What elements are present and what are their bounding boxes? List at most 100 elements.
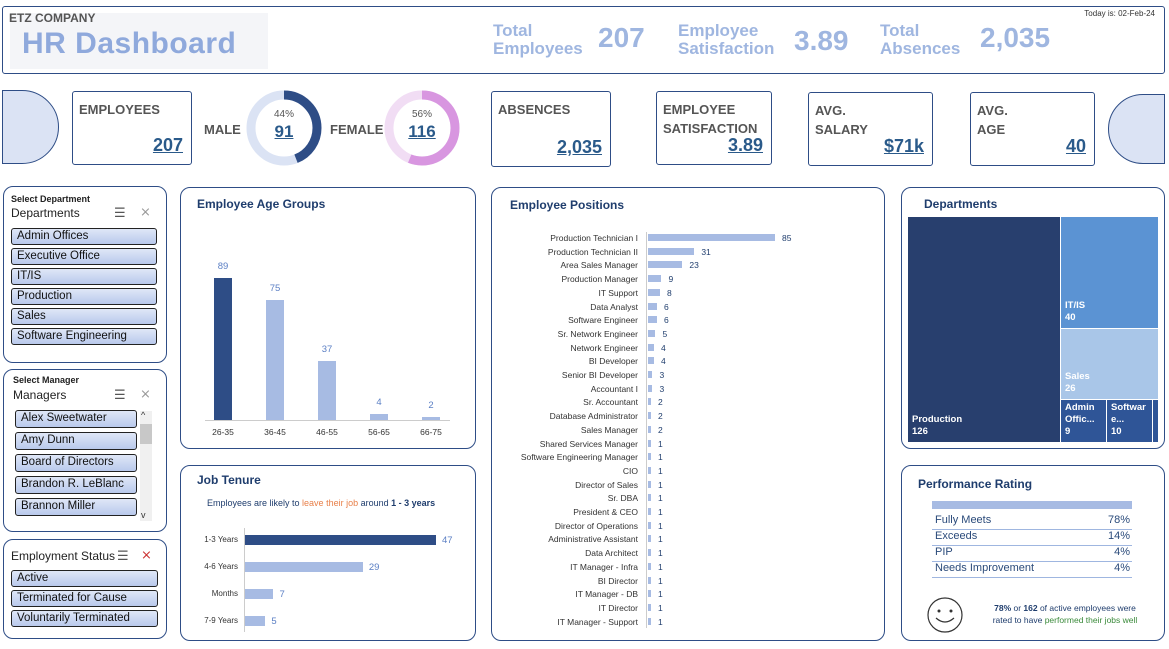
tenure-bar-value: 5	[271, 616, 277, 627]
absences-card-label: ABSENCES	[498, 102, 571, 117]
treemap-cell-label: Production 126	[912, 414, 962, 438]
positions-title: Employee Positions	[510, 198, 625, 212]
treemap-cell-name: Softwar e...	[1111, 402, 1146, 425]
manager-scrollbar-thumb[interactable]	[140, 424, 152, 444]
status-slicer-subtitle: Employment Status	[11, 549, 116, 563]
position-label: Administrative Assistant	[548, 534, 638, 545]
status-multi-select-icon[interactable]: ☰	[117, 548, 129, 563]
treemap-cell[interactable]	[1153, 400, 1158, 442]
satisfaction-card-label: EMPLOYEE SATISFACTION	[663, 102, 758, 136]
position-label: Production Technician I	[550, 233, 638, 243]
multi-select-icon[interactable]: ☰	[114, 205, 126, 220]
manager-option[interactable]: Alex Sweetwater	[15, 410, 137, 428]
age-card-value[interactable]: 40	[1065, 136, 1086, 156]
performance-label: Needs Improvement	[935, 562, 1035, 574]
position-bar	[648, 357, 654, 365]
manager-option[interactable]: Brandon R. LeBlanc	[15, 476, 137, 494]
performance-label: Exceeds	[935, 530, 978, 542]
position-bar	[648, 453, 651, 461]
status-clear-filter-icon[interactable]: ⨯	[141, 547, 152, 562]
treemap-cell-label: Softwar e... 10	[1111, 402, 1152, 438]
position-value: 4	[660, 356, 666, 367]
treemap-cell-value: 126	[912, 426, 928, 437]
department-option[interactable]: IT/IS	[11, 268, 157, 285]
manager-option[interactable]: Amy Dunn	[15, 432, 137, 450]
manager-clear-filter-icon[interactable]: ⨯	[140, 386, 151, 401]
departments-title: Departments	[924, 197, 998, 211]
absences-card-value[interactable]: 2,035	[556, 137, 602, 157]
female-count[interactable]: 116	[408, 122, 436, 141]
female-donut-arc	[384, 90, 460, 166]
treemap-cell[interactable]: Admin Offic... 9	[1061, 400, 1106, 442]
manager-option[interactable]: Brannon Miller	[15, 498, 137, 516]
position-label: IT Support	[598, 287, 638, 298]
clear-filter-icon[interactable]: ⨯	[140, 204, 151, 219]
position-bar	[648, 439, 651, 447]
salary-card: AVG. SALARY $71k	[808, 92, 933, 166]
position-value: 3	[659, 383, 665, 394]
position-label: CIO	[622, 465, 638, 476]
department-option[interactable]: Sales	[11, 308, 157, 325]
manager-option[interactable]: Board of Directors	[15, 454, 137, 472]
age-bar-value: 75	[269, 283, 281, 294]
scroll-up-icon[interactable]: ^	[141, 410, 146, 420]
department-option[interactable]: Software Engineering	[11, 328, 157, 345]
tenure-bar-value: 47	[442, 535, 453, 546]
satisfaction-card-value[interactable]: 3.89	[727, 135, 763, 155]
status-option[interactable]: Terminated for Cause	[11, 590, 158, 607]
position-value: 1	[658, 589, 663, 600]
performance-value: 4%	[1114, 562, 1130, 574]
treemap-cell-label: Sales 26	[1065, 371, 1090, 395]
age-bar-value: 37	[321, 343, 333, 355]
kpi-absences-value: 2,035	[980, 22, 1051, 53]
position-label: IT Director	[598, 602, 638, 613]
female-pct: 56%	[411, 109, 432, 120]
salary-card-value[interactable]: $71k	[883, 136, 924, 156]
male-count[interactable]: 91	[274, 122, 294, 141]
right-decor-shape	[1108, 94, 1165, 164]
age-card: AVG. AGE 40	[970, 92, 1095, 166]
position-bar	[648, 617, 651, 625]
position-bar	[648, 549, 651, 557]
employees-card-value[interactable]: 207	[152, 135, 183, 155]
manager-multi-select-icon[interactable]: ☰	[114, 387, 126, 402]
position-label: Data Architect	[585, 548, 638, 559]
dashboard-title: HR Dashboard	[22, 27, 237, 60]
position-value: 2	[658, 411, 663, 422]
department-option[interactable]: Admin Offices	[11, 228, 157, 245]
treemap-cell[interactable]: IT/IS 40	[1061, 217, 1158, 328]
age-card-label: AVG. AGE	[977, 103, 1008, 137]
position-bar	[648, 329, 656, 337]
status-option[interactable]: Active	[11, 570, 158, 587]
position-bar	[648, 412, 651, 420]
position-bar	[648, 576, 651, 584]
position-bar	[648, 494, 651, 502]
department-option[interactable]: Executive Office	[11, 248, 157, 265]
tenure-category-label: 7-9 Years	[204, 616, 238, 625]
treemap-cell-name: Sales	[1065, 371, 1090, 382]
position-value: 1	[658, 507, 663, 517]
status-option[interactable]: Voluntarily Terminated	[11, 610, 158, 627]
performance-label: PIP	[935, 546, 953, 558]
treemap-cell[interactable]: Softwar e... 10	[1107, 400, 1152, 442]
age-bar-value: 2	[428, 399, 434, 411]
employees-card-label: EMPLOYEES	[79, 102, 160, 117]
scroll-down-icon[interactable]: v	[141, 510, 146, 520]
department-option[interactable]: Production	[11, 288, 157, 305]
female-donut	[384, 90, 460, 166]
female-label: FEMALE	[330, 122, 384, 137]
manager-slicer-subtitle: Managers	[13, 388, 67, 402]
tenure-axis	[244, 528, 245, 632]
position-value: 1	[658, 479, 663, 490]
position-bar	[648, 425, 651, 433]
title-background	[10, 13, 268, 69]
position-label: President & CEO	[573, 507, 638, 517]
position-value: 1	[658, 602, 663, 613]
age-bar	[214, 277, 232, 420]
position-bar	[648, 466, 651, 474]
treemap-cell[interactable]: Sales 26	[1061, 329, 1158, 399]
age-category-label: 56-65	[368, 427, 390, 437]
treemap-cell[interactable]: Production 126	[908, 217, 1060, 442]
position-value: 1	[658, 561, 663, 572]
age-bar	[370, 413, 388, 420]
